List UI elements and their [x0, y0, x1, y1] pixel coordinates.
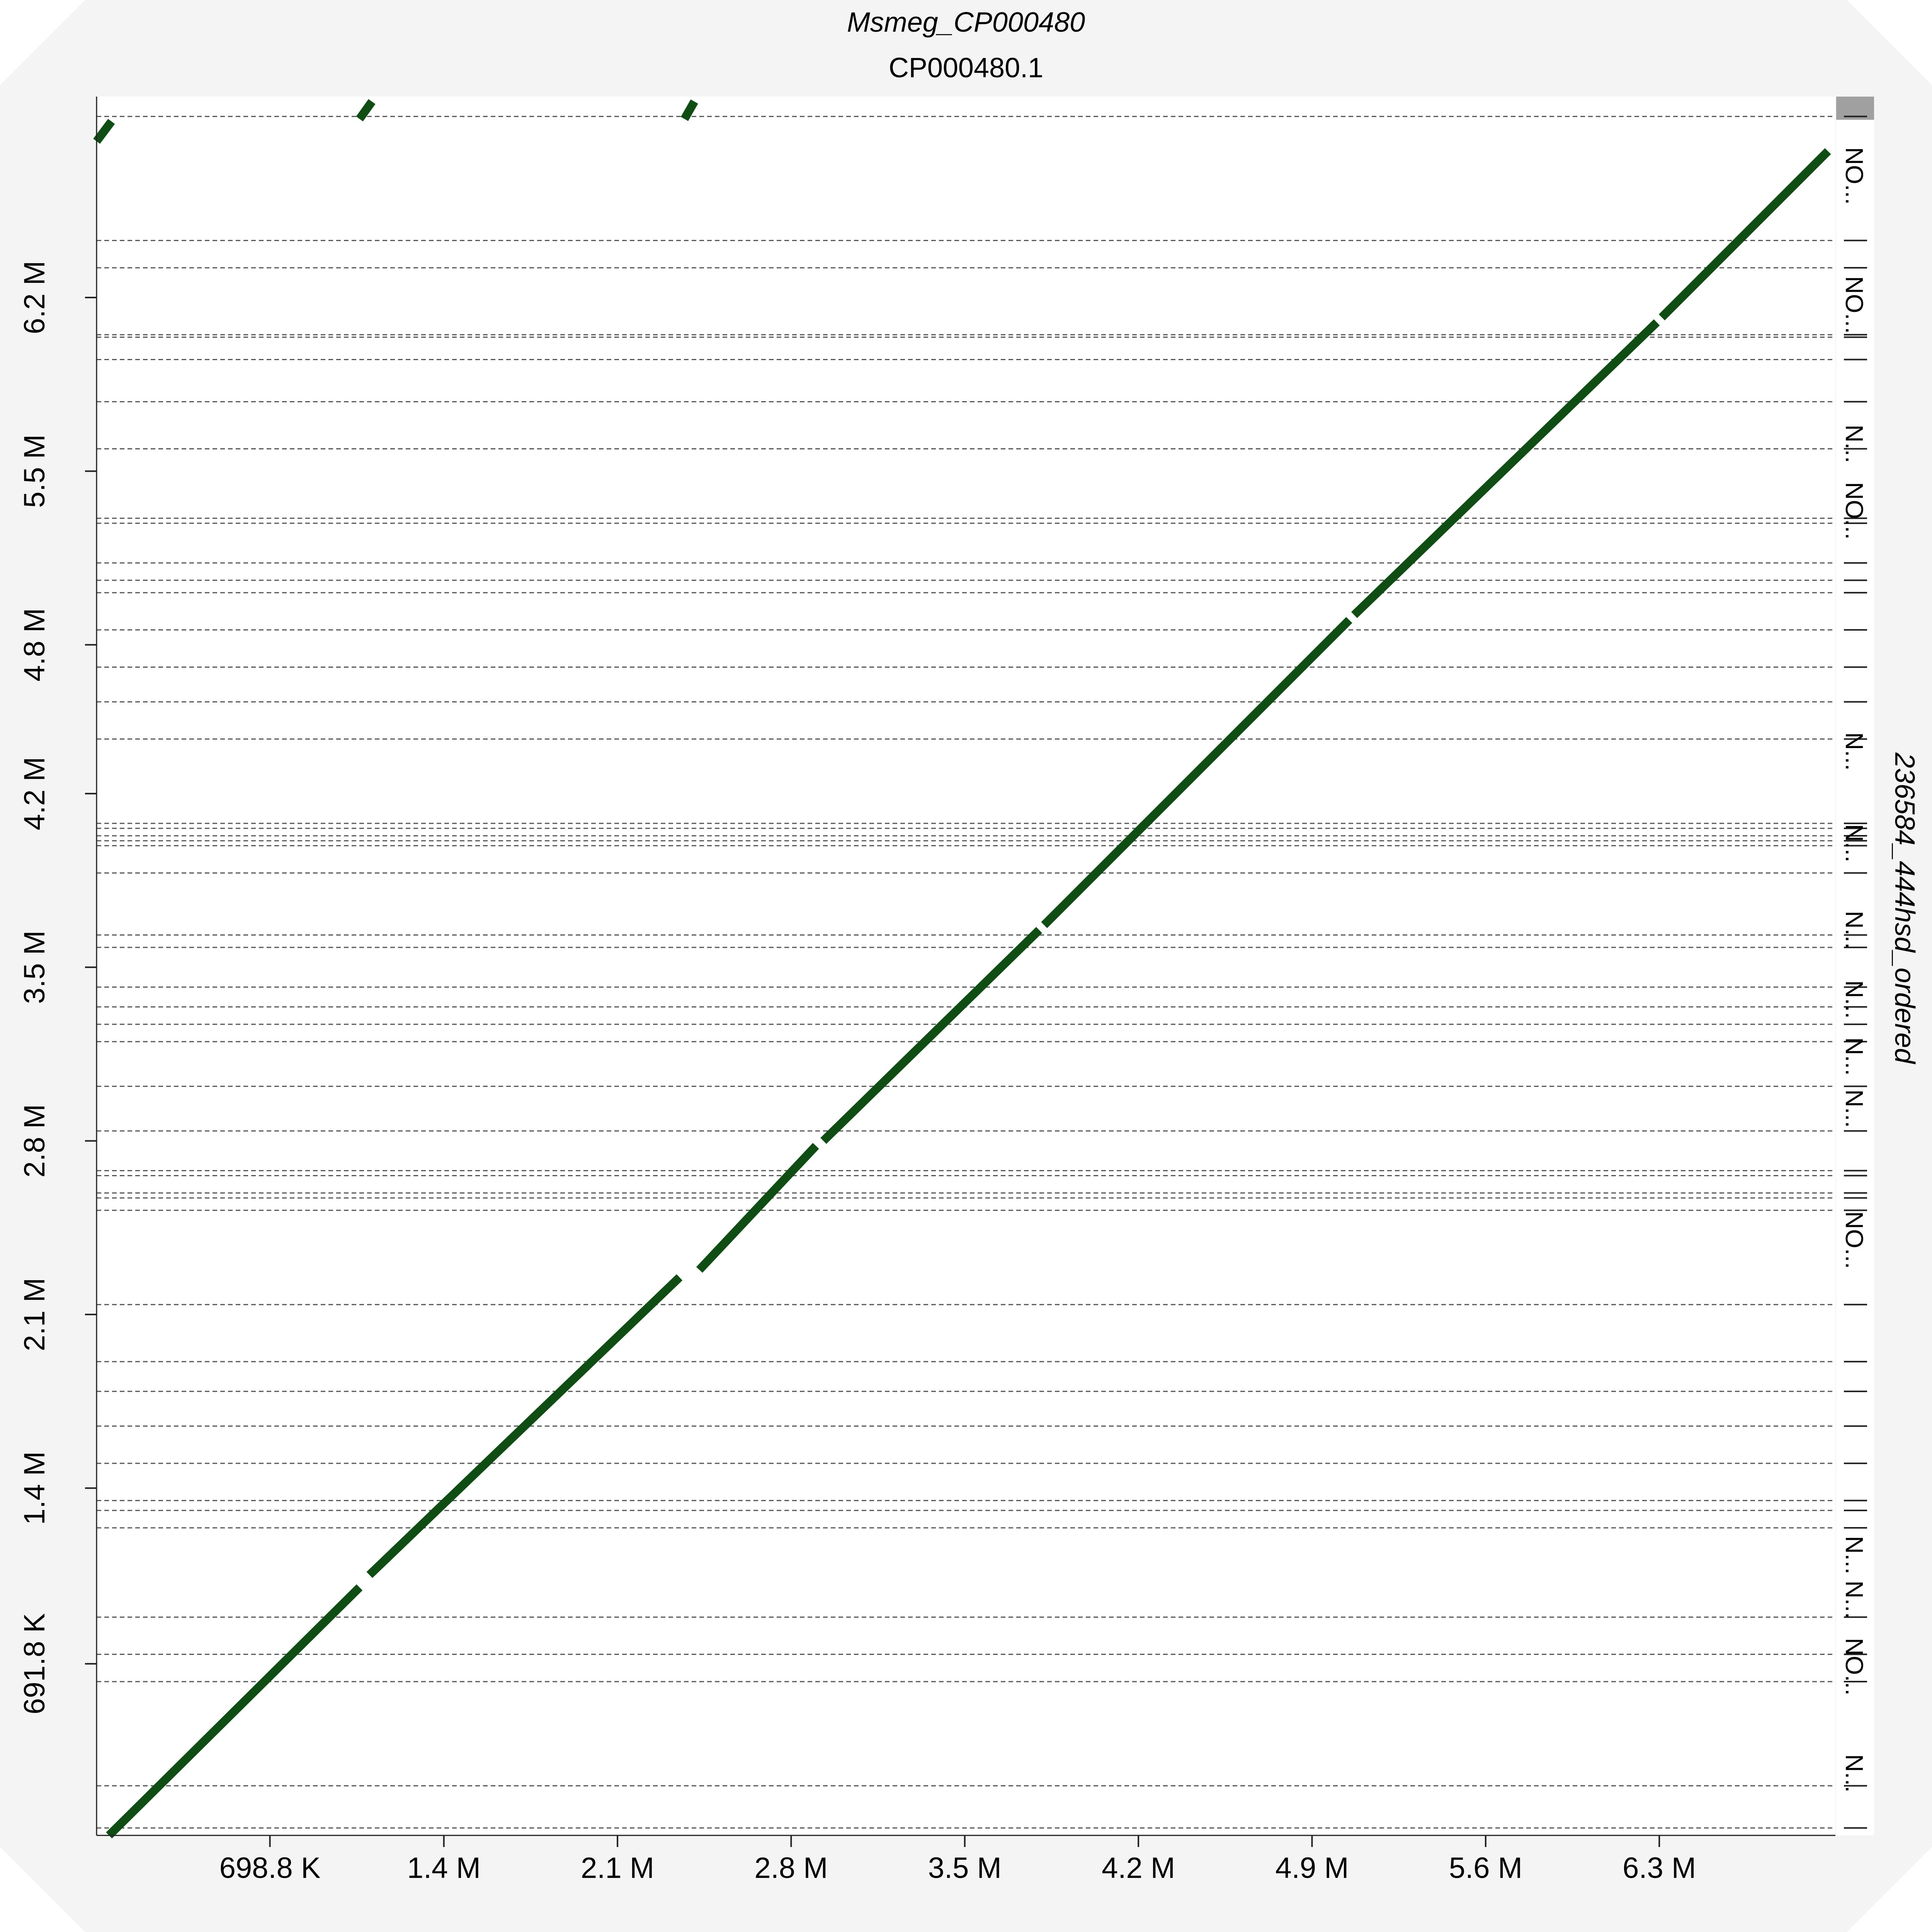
alignment-segment [366, 1274, 683, 1578]
y-tick-label: 1.4 M [18, 1451, 51, 1525]
y-tick-label: 2.8 M [18, 1104, 51, 1178]
contig-strip-label: NO... [1840, 147, 1868, 205]
right-axis-label: 236584_444hsd_ordered [1889, 752, 1920, 1065]
contig-strip-label: N... [1840, 1037, 1868, 1076]
x-tick-label: 698.8 K [219, 1852, 321, 1884]
contig-strip-label: NO... [1840, 1638, 1868, 1696]
alignment-segment [356, 99, 376, 122]
contig-strip-label: NO... [1840, 482, 1868, 539]
corner-cutout-bottom-left [0, 1847, 85, 1932]
contig-strip-label: N... [1840, 824, 1868, 862]
y-tick-label: 4.8 M [18, 608, 51, 682]
contig-strip-label: N... [1840, 911, 1868, 949]
x-tick-label: 4.2 M [1102, 1852, 1175, 1884]
contig-strip [1836, 97, 1874, 1835]
contig-strip-marks [1844, 116, 1867, 1829]
x-tick-label: 6.3 M [1622, 1852, 1696, 1884]
y-tick-label: 6.2 M [18, 261, 51, 334]
y-tick-label: 4.2 M [18, 757, 51, 830]
chart-subtitle: CP000480.1 [889, 53, 1043, 83]
y-axis: 691.8 K 1.4 M 2.1 M 2.8 M 3.5 M 4.2 M 4.8 M 5.5… [18, 97, 97, 1835]
alignment-segment [696, 1143, 819, 1273]
contig-strip-label: N... [1840, 732, 1868, 771]
alignment-segment [1351, 319, 1660, 618]
plot-area [97, 97, 1835, 1835]
alignment-segment [1041, 617, 1352, 928]
contig-strip-label: NO... [1840, 276, 1868, 334]
contig-boundary-lines [97, 116, 1835, 1829]
x-tick-label: 4.9 M [1275, 1852, 1349, 1884]
alignment-segment [1658, 148, 1831, 321]
x-axis: 698.8 K 1.4 M 2.1 M 2.8 M 3.5 M 4.2 M 4.9 M 5.6… [97, 1835, 1835, 1884]
contig-strip-label: N... [1840, 1580, 1868, 1619]
contig-strip-label: N... [1840, 1536, 1868, 1575]
x-tick-label: 2.8 M [754, 1852, 828, 1884]
y-tick-label: 3.5 M [18, 930, 51, 1004]
contig-strip-label: N... [1840, 980, 1868, 1019]
contig-strip-label: N... [1840, 425, 1868, 463]
contig-strip-label: NO... [1840, 1211, 1868, 1269]
corner-cutout-bottom-right [1847, 1847, 1932, 1932]
y-tick-label: 5.5 M [18, 434, 51, 508]
contig-strip-labels: NO... NO... N... NO... N... N... N... N... N... N… [1840, 147, 1868, 1793]
corner-cutout-top-right [1847, 0, 1932, 85]
contig-strip-label: N... [1840, 1089, 1868, 1128]
corner-cutout-top-left [0, 0, 85, 85]
chart-title: Msmeg_CP000480 [847, 7, 1085, 38]
alignment-segment [820, 927, 1043, 1144]
y-tick-label: 691.8 K [18, 1613, 51, 1714]
alignment-segment [106, 1584, 363, 1838]
y-tick-label: 2.1 M [18, 1278, 51, 1351]
alignment-series [93, 99, 1831, 1838]
x-tick-label: 1.4 M [407, 1852, 481, 1884]
contig-strip-label: N... [1840, 1754, 1868, 1793]
alignment-segment [680, 99, 698, 121]
x-tick-label: 2.1 M [581, 1852, 654, 1884]
x-tick-label: 5.6 M [1449, 1852, 1522, 1884]
alignment-segment [93, 119, 115, 144]
x-tick-label: 3.5 M [928, 1852, 1002, 1884]
